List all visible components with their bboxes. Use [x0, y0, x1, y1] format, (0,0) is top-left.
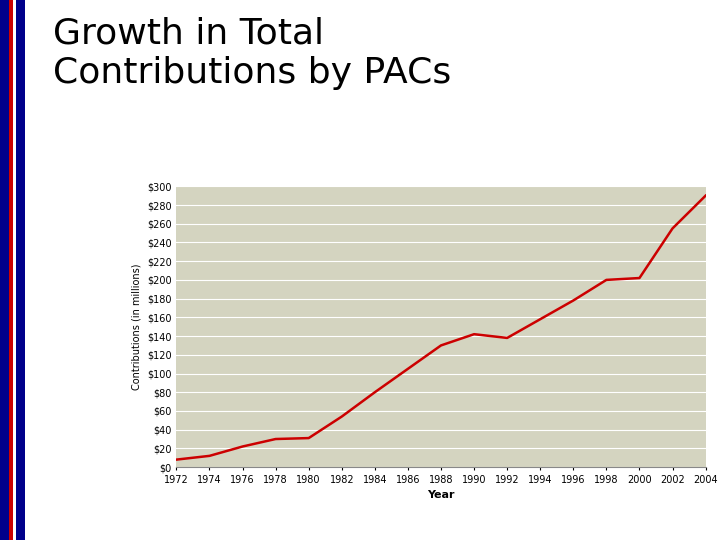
X-axis label: Year: Year — [427, 490, 455, 500]
Text: Growth in Total
Contributions by PACs: Growth in Total Contributions by PACs — [53, 16, 451, 90]
Y-axis label: Contributions (in millions): Contributions (in millions) — [131, 264, 141, 390]
